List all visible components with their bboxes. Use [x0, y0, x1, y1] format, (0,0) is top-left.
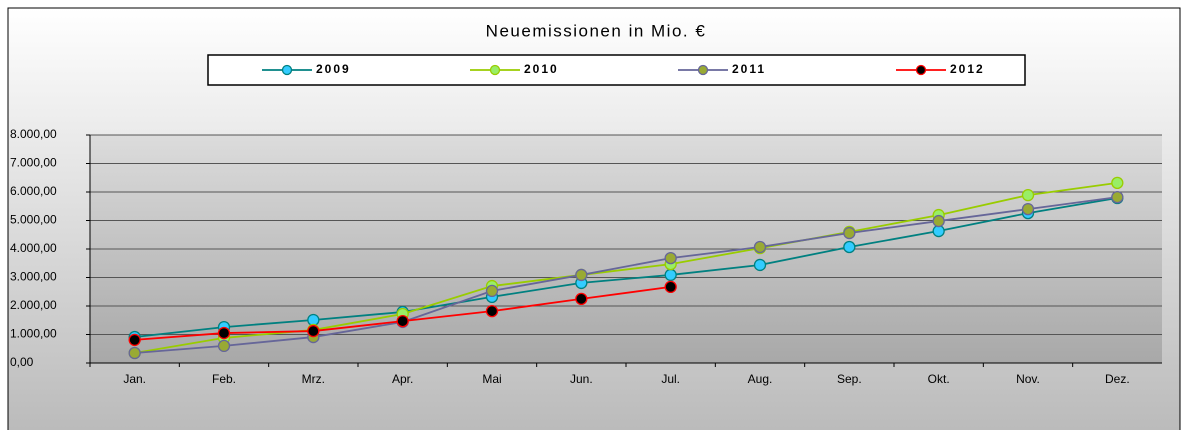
data-point	[217, 339, 231, 353]
data-point	[843, 226, 856, 240]
x-tick-label: Apr.	[392, 372, 413, 386]
x-tick-label: Jan.	[123, 372, 146, 386]
legend-box	[207, 54, 1026, 86]
data-point	[575, 268, 588, 282]
legend-label: 2009	[316, 62, 351, 76]
y-tick-label: 2.000,00	[10, 298, 57, 312]
legend-marker	[489, 64, 501, 76]
y-tick-label: 1.000,00	[10, 327, 57, 341]
x-tick-label: Jun.	[570, 372, 593, 386]
y-tick-label: 6.000,00	[10, 184, 57, 198]
series-line	[134, 197, 1118, 338]
legend-marker	[281, 64, 293, 76]
y-tick-label: 8.000,00	[10, 127, 57, 141]
data-point	[575, 292, 588, 306]
x-tick-label: Nov.	[1016, 372, 1040, 386]
data-point	[664, 280, 677, 294]
x-tick-label: Okt.	[928, 372, 950, 386]
data-point	[485, 304, 499, 318]
data-point	[932, 214, 945, 228]
x-tick-label: Jul.	[661, 372, 680, 386]
data-point	[485, 284, 499, 298]
data-point	[664, 251, 677, 265]
series-line	[134, 196, 1118, 354]
data-point	[664, 268, 677, 282]
data-point	[128, 346, 141, 360]
data-point	[307, 324, 320, 338]
legend-label: 2010	[524, 62, 559, 76]
chart-title: Neuemissionen in Mio. €	[486, 21, 707, 40]
x-tick-label: Mai	[482, 372, 501, 386]
y-tick-label: 7.000,00	[10, 156, 57, 170]
data-point	[128, 333, 141, 347]
x-tick-label: Dez.	[1105, 372, 1130, 386]
x-tick-label: Sep.	[837, 372, 862, 386]
y-tick-label: 0,00	[10, 355, 34, 369]
legend-marker	[697, 64, 709, 76]
y-tick-label: 4.000,00	[10, 241, 57, 255]
data-point	[843, 240, 856, 254]
x-tick-label: Mrz.	[302, 372, 325, 386]
legend-label: 2012	[950, 62, 985, 76]
data-point	[753, 240, 767, 254]
data-point	[1021, 202, 1035, 216]
x-tick-label: Feb.	[212, 372, 236, 386]
y-tick-label: 5.000,00	[10, 213, 57, 227]
y-tick-label: 3.000,00	[10, 270, 57, 284]
legend-label: 2011	[732, 62, 766, 76]
data-point	[753, 258, 767, 272]
data-point	[1111, 190, 1124, 204]
x-tick-label: Aug.	[748, 372, 773, 386]
data-point	[396, 314, 409, 328]
data-point	[217, 326, 231, 340]
data-point	[1111, 176, 1124, 190]
data-point	[1021, 188, 1035, 202]
legend-marker	[915, 64, 927, 76]
